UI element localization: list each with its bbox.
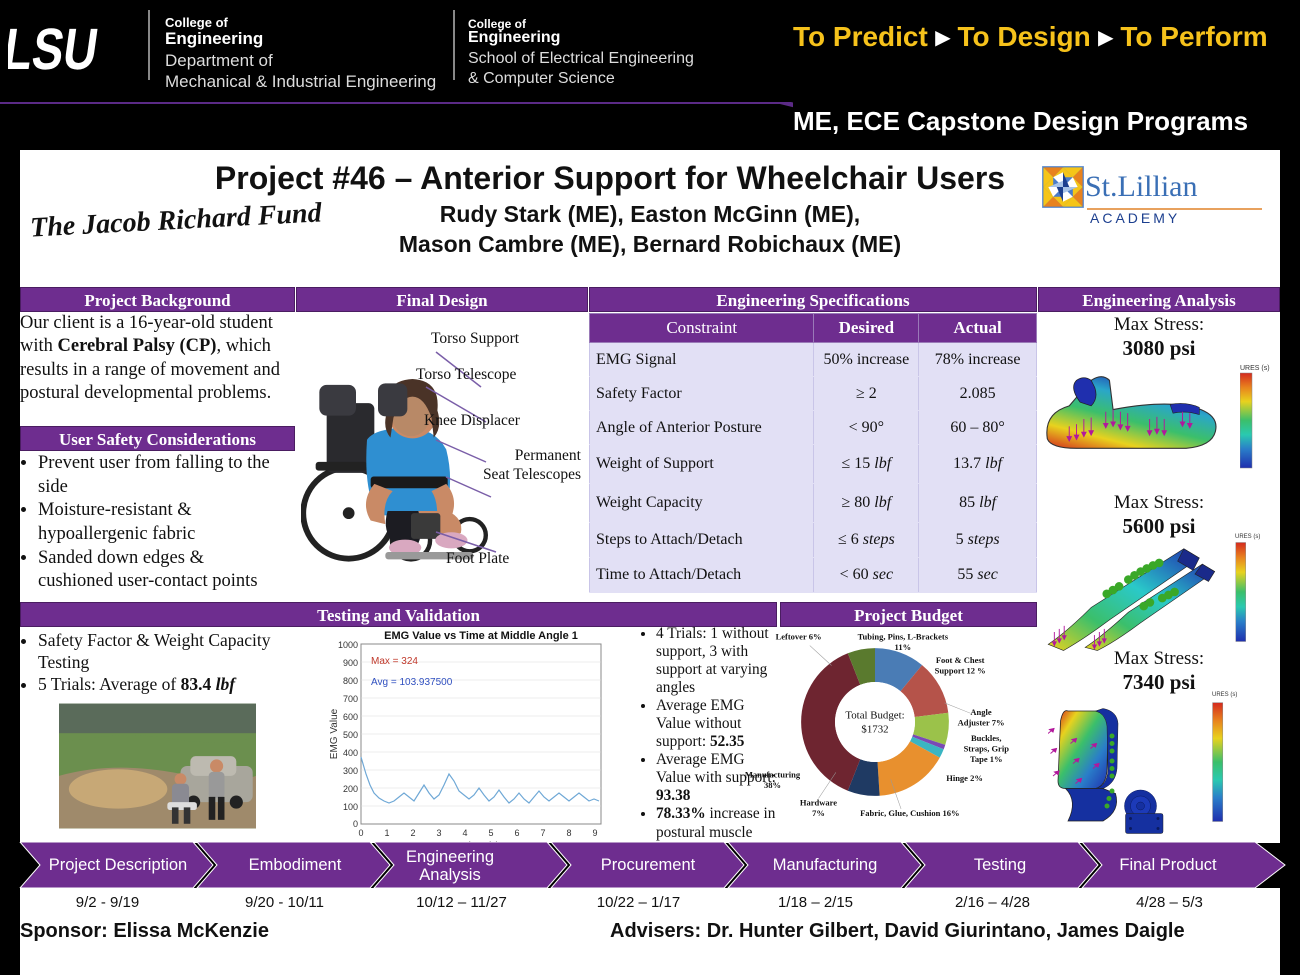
svg-text:9: 9 xyxy=(592,828,597,838)
svg-text:Manufacturing: Manufacturing xyxy=(745,770,801,780)
svg-text:Straps, Grip: Straps, Grip xyxy=(964,744,1010,754)
svg-text:Final Product: Final Product xyxy=(1119,856,1217,874)
svg-text:0: 0 xyxy=(358,828,363,838)
svg-text:3: 3 xyxy=(436,828,441,838)
svg-text:Manufacturing: Manufacturing xyxy=(773,856,878,874)
svg-text:Support 12 %: Support 12 % xyxy=(935,665,986,675)
svg-text:Total Budget:: Total Budget: xyxy=(845,710,904,722)
svg-text:400: 400 xyxy=(343,748,358,758)
svg-text:0: 0 xyxy=(353,819,358,829)
svg-text:5: 5 xyxy=(488,828,493,838)
svg-text:900: 900 xyxy=(343,658,358,668)
svg-text:Testing: Testing xyxy=(974,856,1026,874)
svg-text:1000: 1000 xyxy=(338,640,358,650)
svg-text:Buckles,: Buckles, xyxy=(971,733,1001,743)
svg-text:Embodiment: Embodiment xyxy=(249,856,342,874)
svg-text:Procurement: Procurement xyxy=(601,856,696,874)
svg-text:11%: 11% xyxy=(895,642,912,652)
svg-text:38%: 38% xyxy=(764,780,781,790)
svg-text:EMG Value: EMG Value xyxy=(329,708,340,759)
svg-text:300: 300 xyxy=(343,766,358,776)
svg-text:Foot & Chest: Foot & Chest xyxy=(936,655,985,665)
svg-text:Avg = 103.937500: Avg = 103.937500 xyxy=(371,677,453,688)
svg-text:500: 500 xyxy=(343,730,358,740)
svg-text:Tape 1%: Tape 1% xyxy=(970,754,1003,764)
svg-text:100: 100 xyxy=(343,802,358,812)
svg-text:Angle: Angle xyxy=(970,707,991,717)
svg-text:Hardware: Hardware xyxy=(800,797,837,807)
svg-text:200: 200 xyxy=(343,784,358,794)
svg-text:2: 2 xyxy=(410,828,415,838)
svg-text:Tubing, Pins, L-Brackets: Tubing, Pins, L-Brackets xyxy=(858,631,949,641)
svg-text:Adjuster 7%: Adjuster 7% xyxy=(958,717,1005,727)
svg-text:Max = 324: Max = 324 xyxy=(371,656,418,667)
svg-text:Hinge 2%: Hinge 2% xyxy=(946,773,983,783)
svg-text:Project Description: Project Description xyxy=(49,856,187,874)
svg-text:Analysis: Analysis xyxy=(419,866,480,884)
svg-text:7: 7 xyxy=(540,828,545,838)
svg-text:6: 6 xyxy=(514,828,519,838)
svg-text:Engineering: Engineering xyxy=(406,848,494,866)
svg-text:600: 600 xyxy=(343,712,358,722)
svg-text:700: 700 xyxy=(343,694,358,704)
svg-text:8: 8 xyxy=(566,828,571,838)
svg-text:1: 1 xyxy=(384,828,389,838)
svg-text:Fabric, Glue, Cushion 16%: Fabric, Glue, Cushion 16% xyxy=(860,808,959,818)
svg-text:EMG Value vs Time at Middle An: EMG Value vs Time at Middle Angle 1 xyxy=(384,630,578,642)
svg-text:4: 4 xyxy=(462,828,467,838)
svg-text:LSU: LSU xyxy=(8,17,102,82)
svg-text:Leftover 6%: Leftover 6% xyxy=(776,631,822,641)
svg-text:$1732: $1732 xyxy=(861,723,888,735)
svg-text:7%: 7% xyxy=(812,808,825,818)
svg-text:800: 800 xyxy=(343,676,358,686)
